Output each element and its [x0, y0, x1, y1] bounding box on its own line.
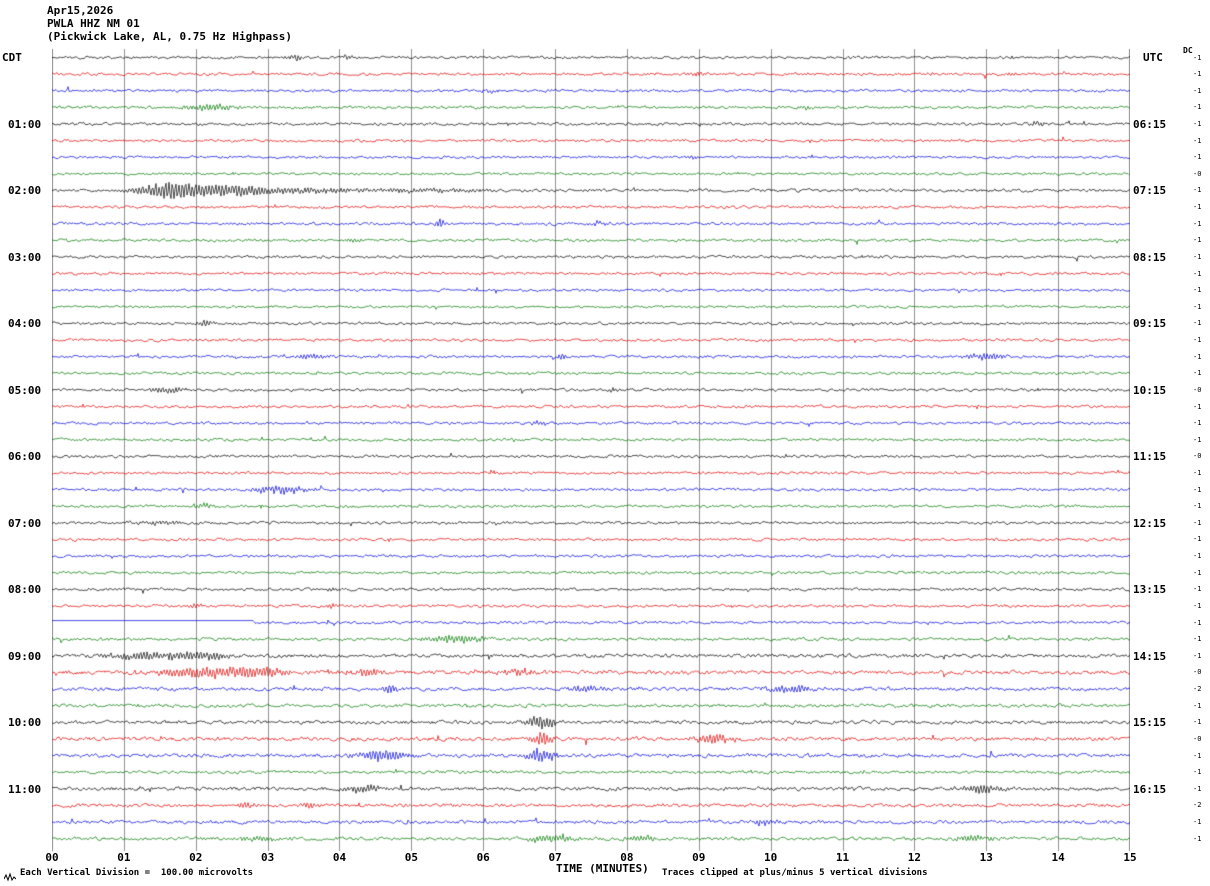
x-tick-label: 12 — [907, 851, 922, 864]
right-time-label: 08:15 — [1133, 250, 1167, 264]
right-timezone-label: UTC — [1143, 51, 1163, 64]
x-tick-label: 14 — [1051, 851, 1065, 864]
dc-offset-value: -1 — [1193, 86, 1202, 95]
dc-offset-value: -1 — [1193, 236, 1202, 245]
dc-offset-value: -1 — [1193, 751, 1202, 760]
dc-offset-value: -1 — [1193, 518, 1202, 527]
dc-offset-value: -1 — [1193, 53, 1202, 62]
footer-clip-note: Traces clipped at plus/minus 5 vertical … — [662, 868, 928, 878]
right-time-label: 15:15 — [1133, 716, 1167, 730]
right-time-label: 10:15 — [1133, 383, 1167, 397]
dc-offset-value: -1 — [1193, 834, 1202, 843]
dc-offset-value: -0 — [1193, 668, 1202, 677]
dc-offset-value: -1 — [1193, 618, 1202, 627]
dc-offset-value: -0 — [1193, 734, 1202, 743]
x-axis-title: TIME (MINUTES) — [556, 862, 649, 875]
dc-offset-value: -1 — [1193, 136, 1202, 145]
dc-offset-value: -1 — [1193, 319, 1202, 328]
right-time-label: 16:15 — [1133, 782, 1167, 796]
dc-offset-value: -1 — [1193, 352, 1202, 361]
dc-offset-value: -2 — [1193, 801, 1202, 810]
dc-offset-value: -1 — [1193, 219, 1202, 228]
seismogram-canvas — [52, 45, 1130, 857]
left-time-label: 03:00 — [8, 250, 42, 264]
right-time-label: 06:15 — [1133, 117, 1167, 131]
left-time-label: 07:00 — [8, 516, 42, 530]
dc-offset-value: -0 — [1193, 169, 1202, 178]
dc-offset-value: -1 — [1193, 186, 1202, 195]
left-timezone-label: CDT — [2, 51, 22, 64]
dc-offset-value: -1 — [1193, 286, 1202, 295]
dc-offset-value: -1 — [1193, 485, 1202, 494]
dc-offset-value: -1 — [1193, 203, 1202, 212]
dc-offset-value: -1 — [1193, 153, 1202, 162]
left-time-label: 06:00 — [8, 450, 42, 464]
x-tick-label: 02 — [189, 851, 203, 864]
dc-offset-value: -1 — [1193, 435, 1202, 444]
x-tick-label: 00 — [45, 851, 59, 864]
dc-offset-value: -1 — [1193, 302, 1202, 311]
dc-column-title: DC — [1183, 46, 1193, 55]
header-subtitle: (Pickwick Lake, AL, 0.75 Hz Highpass) — [47, 30, 293, 43]
dc-offset-value: -0 — [1193, 385, 1202, 394]
dc-offset-value: -1 — [1193, 103, 1202, 112]
dc-offset-value: -1 — [1193, 701, 1202, 710]
footer-scale-note: Each Vertical Division = 100.00 microvol… — [20, 868, 253, 878]
right-time-label: 12:15 — [1133, 516, 1167, 530]
dc-offset-value: -1 — [1193, 651, 1202, 660]
dc-offset-value: -1 — [1193, 402, 1202, 411]
dc-offset-value: -1 — [1193, 252, 1202, 261]
x-tick-label: 01 — [117, 851, 131, 864]
left-time-label: 05:00 — [8, 383, 42, 397]
right-time-label: 07:15 — [1133, 184, 1167, 198]
left-time-label: 09:00 — [8, 649, 42, 663]
dc-offset-value: -1 — [1193, 718, 1202, 727]
left-time-label: 02:00 — [8, 184, 42, 198]
dc-offset-value: -1 — [1193, 70, 1202, 79]
dc-offset-value: -1 — [1193, 552, 1202, 561]
left-time-label: 11:00 — [8, 782, 42, 796]
dc-offset-value: -2 — [1193, 685, 1202, 694]
dc-offset-value: -1 — [1193, 502, 1202, 511]
x-tick-label: 08 — [620, 851, 634, 864]
left-time-label: 08:00 — [8, 583, 42, 597]
dc-offset-value: -1 — [1193, 818, 1202, 827]
x-tick-label: 11 — [835, 851, 850, 864]
dc-offset-value: -0 — [1193, 452, 1202, 461]
dc-offset-value: -1 — [1193, 601, 1202, 610]
x-tick-label: 15 — [1123, 851, 1137, 864]
x-tick-label: 13 — [979, 851, 993, 864]
x-tick-label: 05 — [404, 851, 418, 864]
x-tick-label: 04 — [332, 851, 347, 864]
microvolt-scale-icon — [4, 872, 16, 882]
right-time-label: 13:15 — [1133, 583, 1167, 597]
dc-offset-value: -1 — [1193, 419, 1202, 428]
left-time-label: 01:00 — [8, 117, 42, 131]
right-time-label: 14:15 — [1133, 649, 1167, 663]
dc-offset-value: -1 — [1193, 269, 1202, 278]
header-date: Apr15,2026 — [47, 4, 114, 17]
dc-offset-value: -1 — [1193, 469, 1202, 477]
dc-offset-value: -1 — [1193, 768, 1202, 777]
x-tick-label: 09 — [692, 851, 706, 864]
dc-offset-value: -1 — [1193, 336, 1202, 345]
header-station: PWLA HHZ NM 01 — [47, 17, 140, 30]
left-time-label: 10:00 — [8, 716, 42, 730]
dc-offset-value: -1 — [1193, 535, 1202, 544]
dc-offset-value: -1 — [1193, 585, 1202, 594]
x-tick-label: 07 — [548, 851, 562, 864]
dc-offset-value: -1 — [1193, 119, 1202, 128]
dc-offset-value: -1 — [1193, 568, 1202, 577]
left-time-label: 04:00 — [8, 317, 42, 331]
dc-offset-value: -1 — [1193, 784, 1202, 793]
x-tick-label: 10 — [764, 851, 778, 864]
right-time-label: 09:15 — [1133, 317, 1167, 331]
dc-offset-value: -1 — [1193, 369, 1202, 378]
x-tick-label: 06 — [476, 851, 490, 864]
x-tick-label: 03 — [260, 851, 275, 864]
right-time-label: 11:15 — [1133, 450, 1167, 464]
dc-offset-value: -1 — [1193, 635, 1202, 644]
